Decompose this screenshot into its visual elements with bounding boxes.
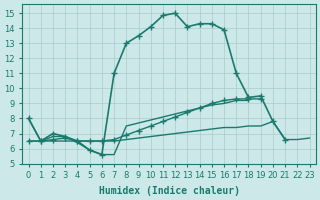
X-axis label: Humidex (Indice chaleur): Humidex (Indice chaleur) <box>99 186 240 196</box>
